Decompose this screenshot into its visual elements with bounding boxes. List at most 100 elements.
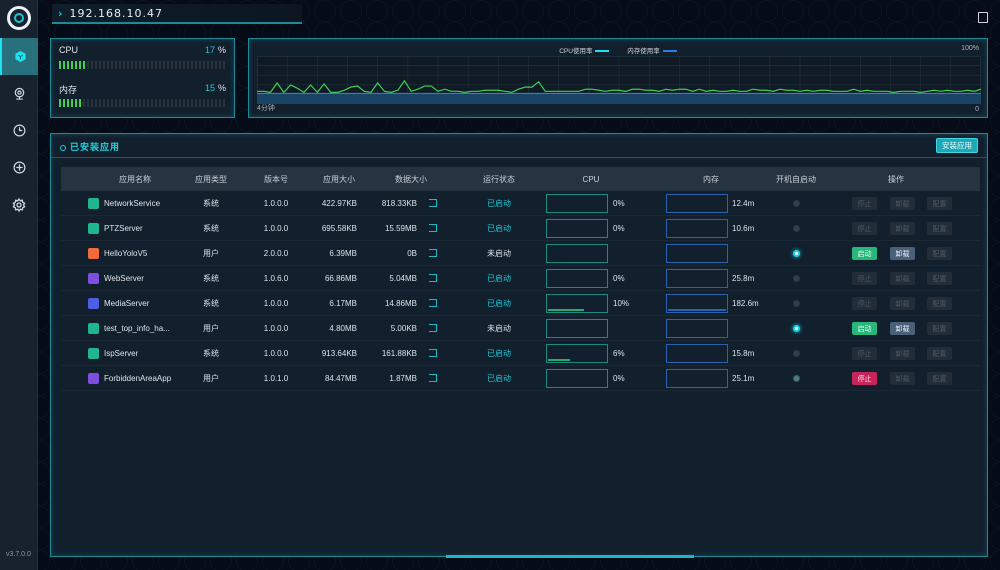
mem-value: 25.8m [732,273,755,283]
uninstall-button[interactable]: 卸载 [890,297,915,310]
stop-button[interactable]: 停止 [852,372,877,385]
cpu-usage-bar [546,318,608,338]
config-button[interactable]: 配置 [927,372,952,385]
clear-data-icon[interactable] [429,199,437,207]
horizontal-scrollbar[interactable] [446,555,694,558]
clear-data-icon[interactable] [429,274,437,282]
app-version: 1.0.6.0 [263,273,289,283]
start-button[interactable]: 启动 [852,322,877,335]
usage-segment [91,61,93,69]
usage-segment [127,61,129,69]
usage-segment [119,61,121,69]
autostart-cell [766,341,826,365]
mem-bar-cell [666,266,730,290]
app-icon [88,297,99,309]
app-version: v3.7.0.0 [6,551,31,558]
sidebar-item-control[interactable] [0,149,38,186]
usage-segment [223,99,225,107]
app-name-cell: test_top_info_ha... [88,316,218,340]
clear-data-icon[interactable] [429,374,437,382]
usage-segment [135,99,137,107]
sidebar-item-history[interactable] [0,112,38,149]
mem-bar-cell [666,291,730,315]
clear-data-icon[interactable] [429,349,437,357]
mem-bar-cell [666,316,730,340]
install-app-button[interactable]: 安装应用 [936,138,978,153]
stop-button[interactable]: 停止 [852,222,877,235]
stop-button[interactable]: 停止 [852,347,877,360]
app-name: test_top_info_ha... [104,323,170,333]
autostart-toggle[interactable] [792,274,800,282]
stop-button[interactable]: 停止 [852,272,877,285]
config-button[interactable]: 配置 [927,297,952,310]
config-button[interactable]: 配置 [927,247,952,260]
clear-data-cell [423,241,443,265]
usage-segment [63,61,65,69]
config-button[interactable]: 配置 [927,347,952,360]
usage-segment [219,99,221,107]
chevron-right-icon: › [58,7,64,20]
usage-segment [219,61,221,69]
uninstall-button[interactable]: 卸载 [890,347,915,360]
exit-icon[interactable] [978,12,988,23]
autostart-toggle[interactable] [792,299,800,307]
usage-segment [207,61,209,69]
mem-bar-cell [666,191,730,215]
cpu-value: 0% [613,373,625,383]
sidebar-item-apps[interactable] [0,38,38,75]
data-size: 5.00KB [390,323,417,333]
move-icon [13,161,25,174]
clear-data-icon[interactable] [429,249,437,257]
x-end-label: 0 [975,106,979,113]
usage-segment [103,99,105,107]
cpu-value: 0% [613,198,625,208]
clear-data-cell [423,341,443,365]
uninstall-button[interactable]: 卸载 [890,247,915,260]
clock-icon [13,124,25,137]
mem-bar-cell [666,341,730,365]
column-header: 操作 [888,174,904,184]
clear-data-icon[interactable] [429,299,437,307]
autostart-toggle[interactable] [792,374,800,382]
sidebar-item-camera[interactable] [0,75,38,112]
autostart-toggle[interactable] [792,324,800,332]
uninstall-button[interactable]: 卸载 [890,372,915,385]
stop-button[interactable]: 停止 [852,197,877,210]
config-button[interactable]: 配置 [927,272,952,285]
usage-segment [95,99,97,107]
mem-stat: 内存 15% [59,83,226,107]
uninstall-button[interactable]: 卸载 [890,197,915,210]
clear-data-icon[interactable] [429,324,437,332]
stop-button[interactable]: 停止 [852,297,877,310]
autostart-cell [766,366,826,390]
usage-segment [139,99,141,107]
mem-area [257,93,981,104]
app-version: 2.0.0.0 [263,248,289,258]
autostart-toggle[interactable] [792,349,800,357]
config-button[interactable]: 配置 [927,222,952,235]
app-version: 1.0.0.0 [263,323,289,333]
autostart-toggle[interactable] [792,199,800,207]
config-button[interactable]: 配置 [927,322,952,335]
start-button[interactable]: 启动 [852,247,877,260]
autostart-toggle[interactable] [792,249,800,257]
column-header: 开机自启动 [776,174,816,184]
clear-data-icon[interactable] [429,224,437,232]
uninstall-button[interactable]: 卸载 [890,222,915,235]
config-button[interactable]: 配置 [927,197,952,210]
usage-segment [211,61,213,69]
uninstall-button[interactable]: 卸载 [890,322,915,335]
table-row: test_top_info_ha... 用户 1.0.0.0 4.80MB 5.00KB… [61,316,980,341]
autostart-toggle[interactable] [792,224,800,232]
app-version: 1.0.0.0 [263,348,289,358]
app-name: ForbiddenAreaApp [104,373,172,383]
usage-segment [167,61,169,69]
usage-segment [223,61,225,69]
uninstall-button[interactable]: 卸载 [890,272,915,285]
usage-segment [179,99,181,107]
usage-segment [131,61,133,69]
usage-segment [63,99,65,107]
sidebar-item-settings[interactable] [0,186,38,223]
run-status: 未启动 [487,248,511,258]
data-size: 5.04MB [389,273,417,283]
